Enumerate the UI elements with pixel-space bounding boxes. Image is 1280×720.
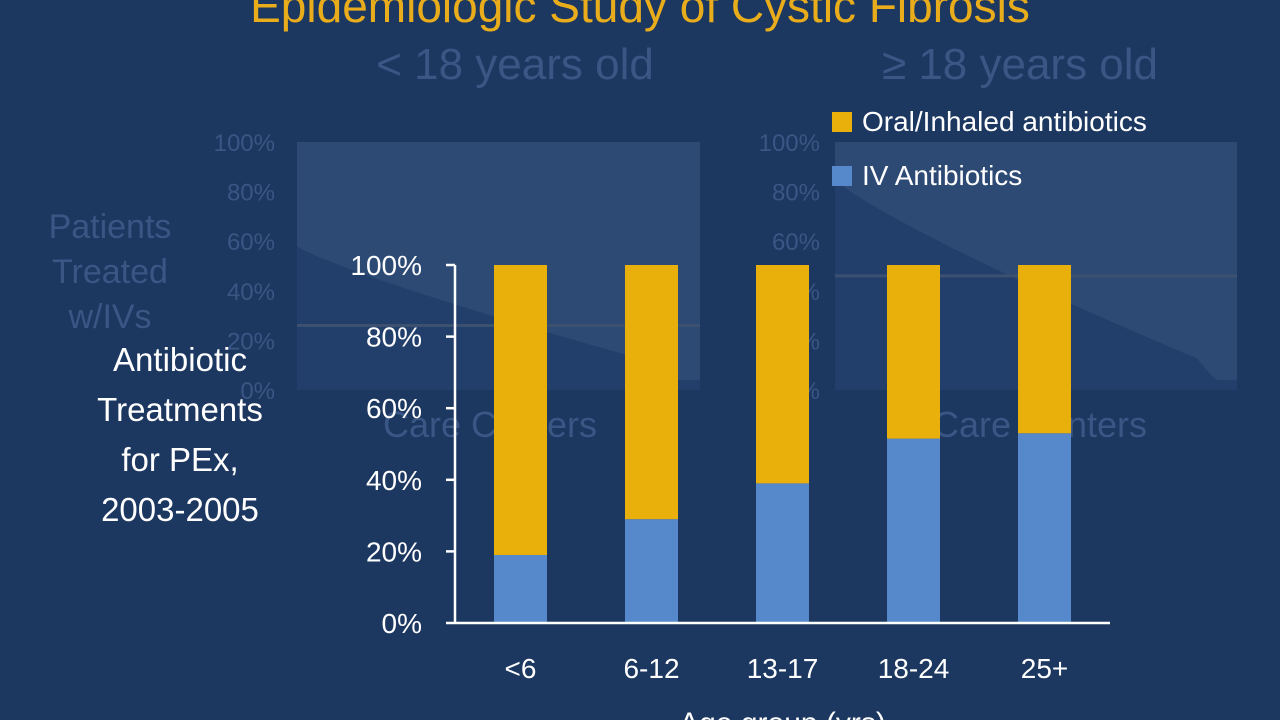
background-panel-2-tick-label: 60%	[772, 229, 820, 256]
bar-groups	[494, 265, 1071, 623]
bar-oral-13-17	[756, 265, 809, 484]
x-tick-label: 25+	[1021, 653, 1069, 684]
y-tick-label: 20%	[366, 536, 422, 567]
bar-iv-18-24	[887, 438, 940, 623]
background-panel-1-tick-label: 80%	[227, 180, 275, 207]
legend-swatch-iv	[832, 166, 852, 186]
background-panel-1-xlabel: Care Centers	[382, 404, 598, 445]
x-tick-label: 6-12	[623, 653, 679, 684]
bar-group-25+	[1018, 265, 1071, 623]
bar-oral-<6	[494, 265, 547, 555]
y-tick-label: 100%	[350, 250, 422, 281]
bar-iv-6-12	[625, 519, 678, 623]
legend-label-oral: Oral/Inhaled antibiotics	[862, 106, 1147, 137]
bar-iv-13-17	[756, 483, 809, 623]
x-tick-label: 13-17	[747, 653, 819, 684]
chart-labels: <6 6-12 13-17 18-24 25+ 0% 20% 40% 60% 80% 100% Age…	[350, 250, 1068, 720]
legend-swatch-oral	[832, 112, 852, 132]
bar-oral-6-12	[625, 265, 678, 520]
background-panel-1-subtitle: < 18 years old	[376, 40, 654, 89]
x-axis-title: Age group (yrs)	[679, 707, 886, 720]
legend-item-oral: Oral/Inhaled antibiotics	[832, 106, 1147, 137]
y-tick-label: 0%	[382, 608, 422, 639]
legend-item-iv: IV Antibiotics	[832, 160, 1023, 191]
background-panel-1-tick-label: 60%	[227, 229, 275, 256]
y-tick-label: 40%	[366, 465, 422, 496]
bar-oral-25+	[1018, 265, 1071, 434]
background-panel-1-tick-label: 0%	[240, 378, 275, 405]
bar-group-18-24	[887, 265, 940, 623]
side-label-line-1: Antibiotic	[113, 341, 247, 378]
y-tick-label: 60%	[366, 393, 422, 424]
y-tick-label: 80%	[366, 322, 422, 353]
legend-label-iv: IV Antibiotics	[862, 160, 1023, 191]
background-panel-1-tick-label: 100%	[214, 130, 275, 157]
background-panel-1-tick-label: 20%	[227, 328, 275, 355]
bar-iv-<6	[494, 554, 547, 623]
bar-iv-25+	[1018, 433, 1071, 623]
chart-axes	[446, 263, 1110, 625]
background-panel-2-tick-label: 100%	[759, 130, 820, 157]
x-tick-label: 18-24	[878, 653, 950, 684]
bar-oral-18-24	[887, 265, 940, 439]
side-label-line-3: for PEx,	[121, 441, 239, 478]
x-tick-label: <6	[505, 653, 537, 684]
background-panel-1-tick-label: 40%	[227, 279, 275, 306]
background-panel-1-ylabel: Patients Treated w/IVs	[48, 208, 172, 336]
bar-group-<6	[494, 265, 547, 623]
slide-title: Epidemiologic Study of Cystic Fibrosis	[250, 0, 1030, 32]
bar-group-13-17	[756, 265, 809, 623]
background-panel-2-subtitle: ≥ 18 years old	[881, 40, 1159, 89]
background-panel-2-tick-label: 80%	[772, 180, 820, 207]
side-label-line-4: 2003-2005	[101, 491, 259, 528]
bar-group-6-12	[625, 265, 678, 623]
chart-side-label: Antibiotic Treatments for PEx, 2003-2005	[60, 335, 300, 535]
side-label-line-2: Treatments	[97, 391, 263, 428]
